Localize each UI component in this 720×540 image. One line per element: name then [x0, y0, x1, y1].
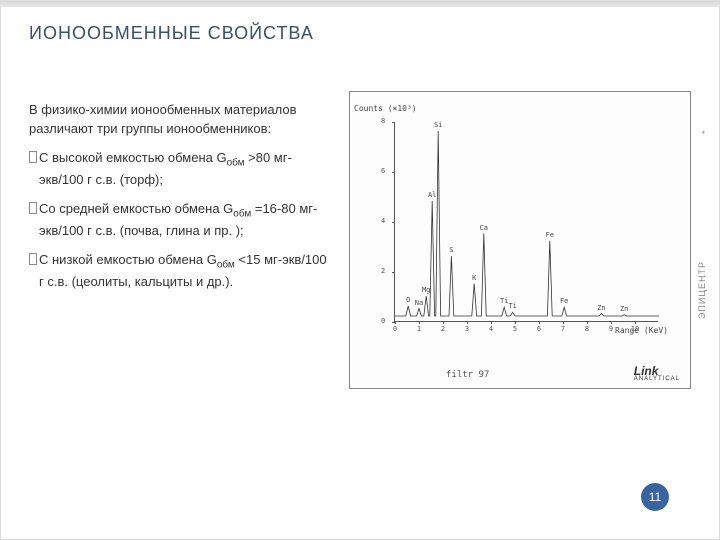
top-decoration	[1, 1, 719, 7]
peak-label: Fe	[560, 297, 568, 305]
peak-label: Fe	[546, 231, 554, 239]
peak-label: K	[472, 274, 476, 282]
x-axis-label: Range (KeV)	[615, 326, 668, 335]
bullet-subscript: обм	[227, 157, 245, 168]
y-tick-label: 4	[381, 217, 385, 225]
chart-logo-sub: ANALYTICAL	[634, 376, 680, 382]
x-tick-label: 6	[537, 325, 541, 333]
bullet-text-pre: С высокой емкостью обмена G	[39, 150, 227, 165]
peak-label: O	[406, 296, 410, 304]
bullet-item: Со средней емкостью обмена Gобм =16-80 м…	[29, 200, 329, 241]
plot-area: Range (KeV) 01234567891002468ONaMgAlSiSK…	[394, 122, 658, 322]
peak-label: Ti	[508, 302, 516, 310]
y-tick-label: 8	[381, 117, 385, 125]
y-tick-label: 2	[381, 267, 385, 275]
intro-paragraph: В физико-химии ионообменных материалов р…	[29, 101, 329, 139]
x-tick-label: 1	[417, 325, 421, 333]
peak-label: Al	[428, 191, 436, 199]
x-tick-label: 5	[513, 325, 517, 333]
x-tick-label: 0	[393, 325, 397, 333]
bullet-item: С высокой емкостью обмена Gобм >80 мг-эк…	[29, 149, 329, 190]
chart-logo: Link ANALYTICAL	[634, 364, 680, 382]
peak-label: Zn	[620, 305, 628, 313]
y-axis-label: Counts (×10³)	[354, 104, 417, 113]
sidebar-asterisk: *	[701, 129, 705, 139]
peak-label: Mg	[422, 286, 430, 294]
peak-label: Si	[434, 121, 442, 129]
bullet-text-pre: Со средней емкостью обмена G	[39, 201, 233, 216]
body-text: В физико-химии ионообменных материалов р…	[29, 101, 329, 302]
spectrum-line	[395, 121, 659, 321]
x-tick-label: 4	[489, 325, 493, 333]
x-tick-label: 9	[609, 325, 613, 333]
peak-label: Ti	[500, 297, 508, 305]
spectrum-chart: Counts (×10³) Range (KeV) 0 1 2 3 4 5 6 7 8 9 10 0 2…	[349, 91, 691, 389]
y-tick-label: 6	[381, 167, 385, 175]
bullet-text-pre: С низкой емкостью обмена G	[39, 252, 217, 267]
sidebar-label: ЭПИЦЕНТР	[697, 261, 707, 319]
bullet-subscript: обм	[233, 208, 251, 219]
page-number-badge: 11	[641, 483, 669, 511]
page-title: ИОНООБМЕННЫЕ СВОЙСТВА	[29, 23, 314, 44]
filter-label: filtr 97	[446, 370, 489, 380]
bullet-item: С низкой емкостью обмена Gобм <15 мг-экв…	[29, 251, 329, 292]
peak-label: Zn	[597, 304, 605, 312]
x-tick-label: 7	[561, 325, 565, 333]
x-tick-label: 2	[441, 325, 445, 333]
peak-label: Na	[415, 299, 423, 307]
peak-label: Ca	[480, 224, 488, 232]
bullet-subscript: обм	[217, 259, 235, 270]
slide: ИОНООБМЕННЫЕ СВОЙСТВА В физико-химии ион…	[0, 0, 720, 540]
peak-label: S	[449, 246, 453, 254]
x-tick-label: 10	[631, 325, 639, 333]
x-tick-label: 8	[585, 325, 589, 333]
x-tick-label: 3	[465, 325, 469, 333]
y-tick-label: 0	[381, 317, 385, 325]
